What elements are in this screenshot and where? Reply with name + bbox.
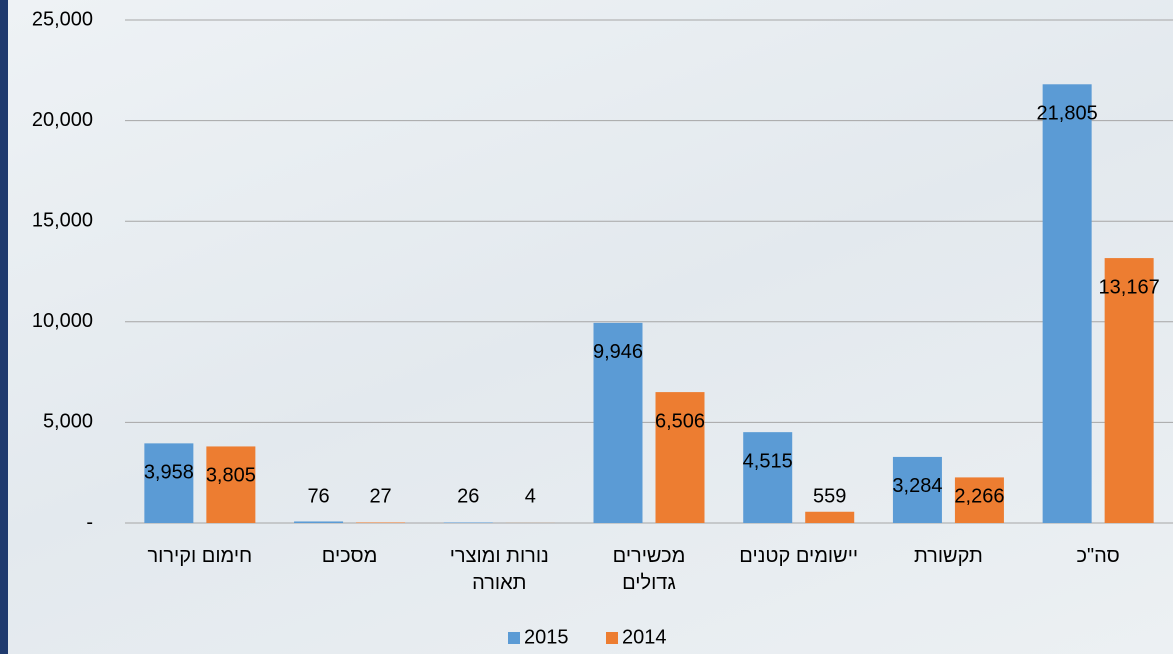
legend-swatch	[606, 632, 618, 644]
y-tick-label: 20,000	[32, 109, 93, 131]
bar	[593, 322, 643, 523]
y-tick-label: 15,000	[32, 209, 93, 231]
data-label: 26	[457, 485, 479, 507]
data-label: 3,958	[144, 462, 194, 484]
left-border	[0, 0, 8, 654]
data-label: 3,284	[892, 475, 942, 497]
y-tick-label: 10,000	[32, 310, 93, 332]
y-tick-label: 5,000	[43, 411, 93, 433]
bar	[356, 522, 406, 523]
x-tick-label: סה"כ	[1076, 545, 1120, 567]
x-tick-label: תקשורת	[913, 545, 983, 567]
data-label: 21,805	[1037, 103, 1098, 125]
data-label: 13,167	[1099, 276, 1160, 298]
bar	[655, 392, 705, 523]
data-label: 559	[813, 485, 846, 507]
data-label: 4	[525, 485, 536, 507]
bar	[892, 456, 942, 523]
bar	[954, 477, 1004, 523]
data-label: 76	[307, 485, 329, 507]
legend-label: 2015	[524, 626, 569, 648]
bar	[743, 432, 793, 523]
x-tick-label: יישומים קטנים	[739, 545, 859, 567]
x-tick-label: מכשירים גדולים	[612, 545, 686, 594]
bar	[443, 522, 493, 523]
x-tick-label: מסכים	[321, 545, 378, 567]
data-label: 2,266	[954, 485, 1004, 507]
bar	[1104, 258, 1154, 523]
bar	[1042, 84, 1092, 524]
bar	[206, 446, 256, 523]
legend-label: 2014	[622, 626, 667, 648]
data-label: 3,805	[206, 465, 256, 487]
data-label: 4,515	[743, 450, 793, 472]
y-tick-label: -	[86, 511, 93, 533]
x-tick-label: חימום וקירור	[147, 545, 253, 567]
legend-swatch	[508, 632, 520, 644]
data-label: 6,506	[655, 410, 705, 432]
bar	[294, 521, 344, 523]
bar	[805, 511, 855, 523]
y-tick-label: 25,000	[32, 8, 93, 30]
bar	[144, 443, 194, 523]
x-tick-label: נורות ומוצרי תאורה	[449, 545, 549, 594]
data-label: 27	[369, 485, 391, 507]
data-label: 9,946	[593, 341, 643, 363]
